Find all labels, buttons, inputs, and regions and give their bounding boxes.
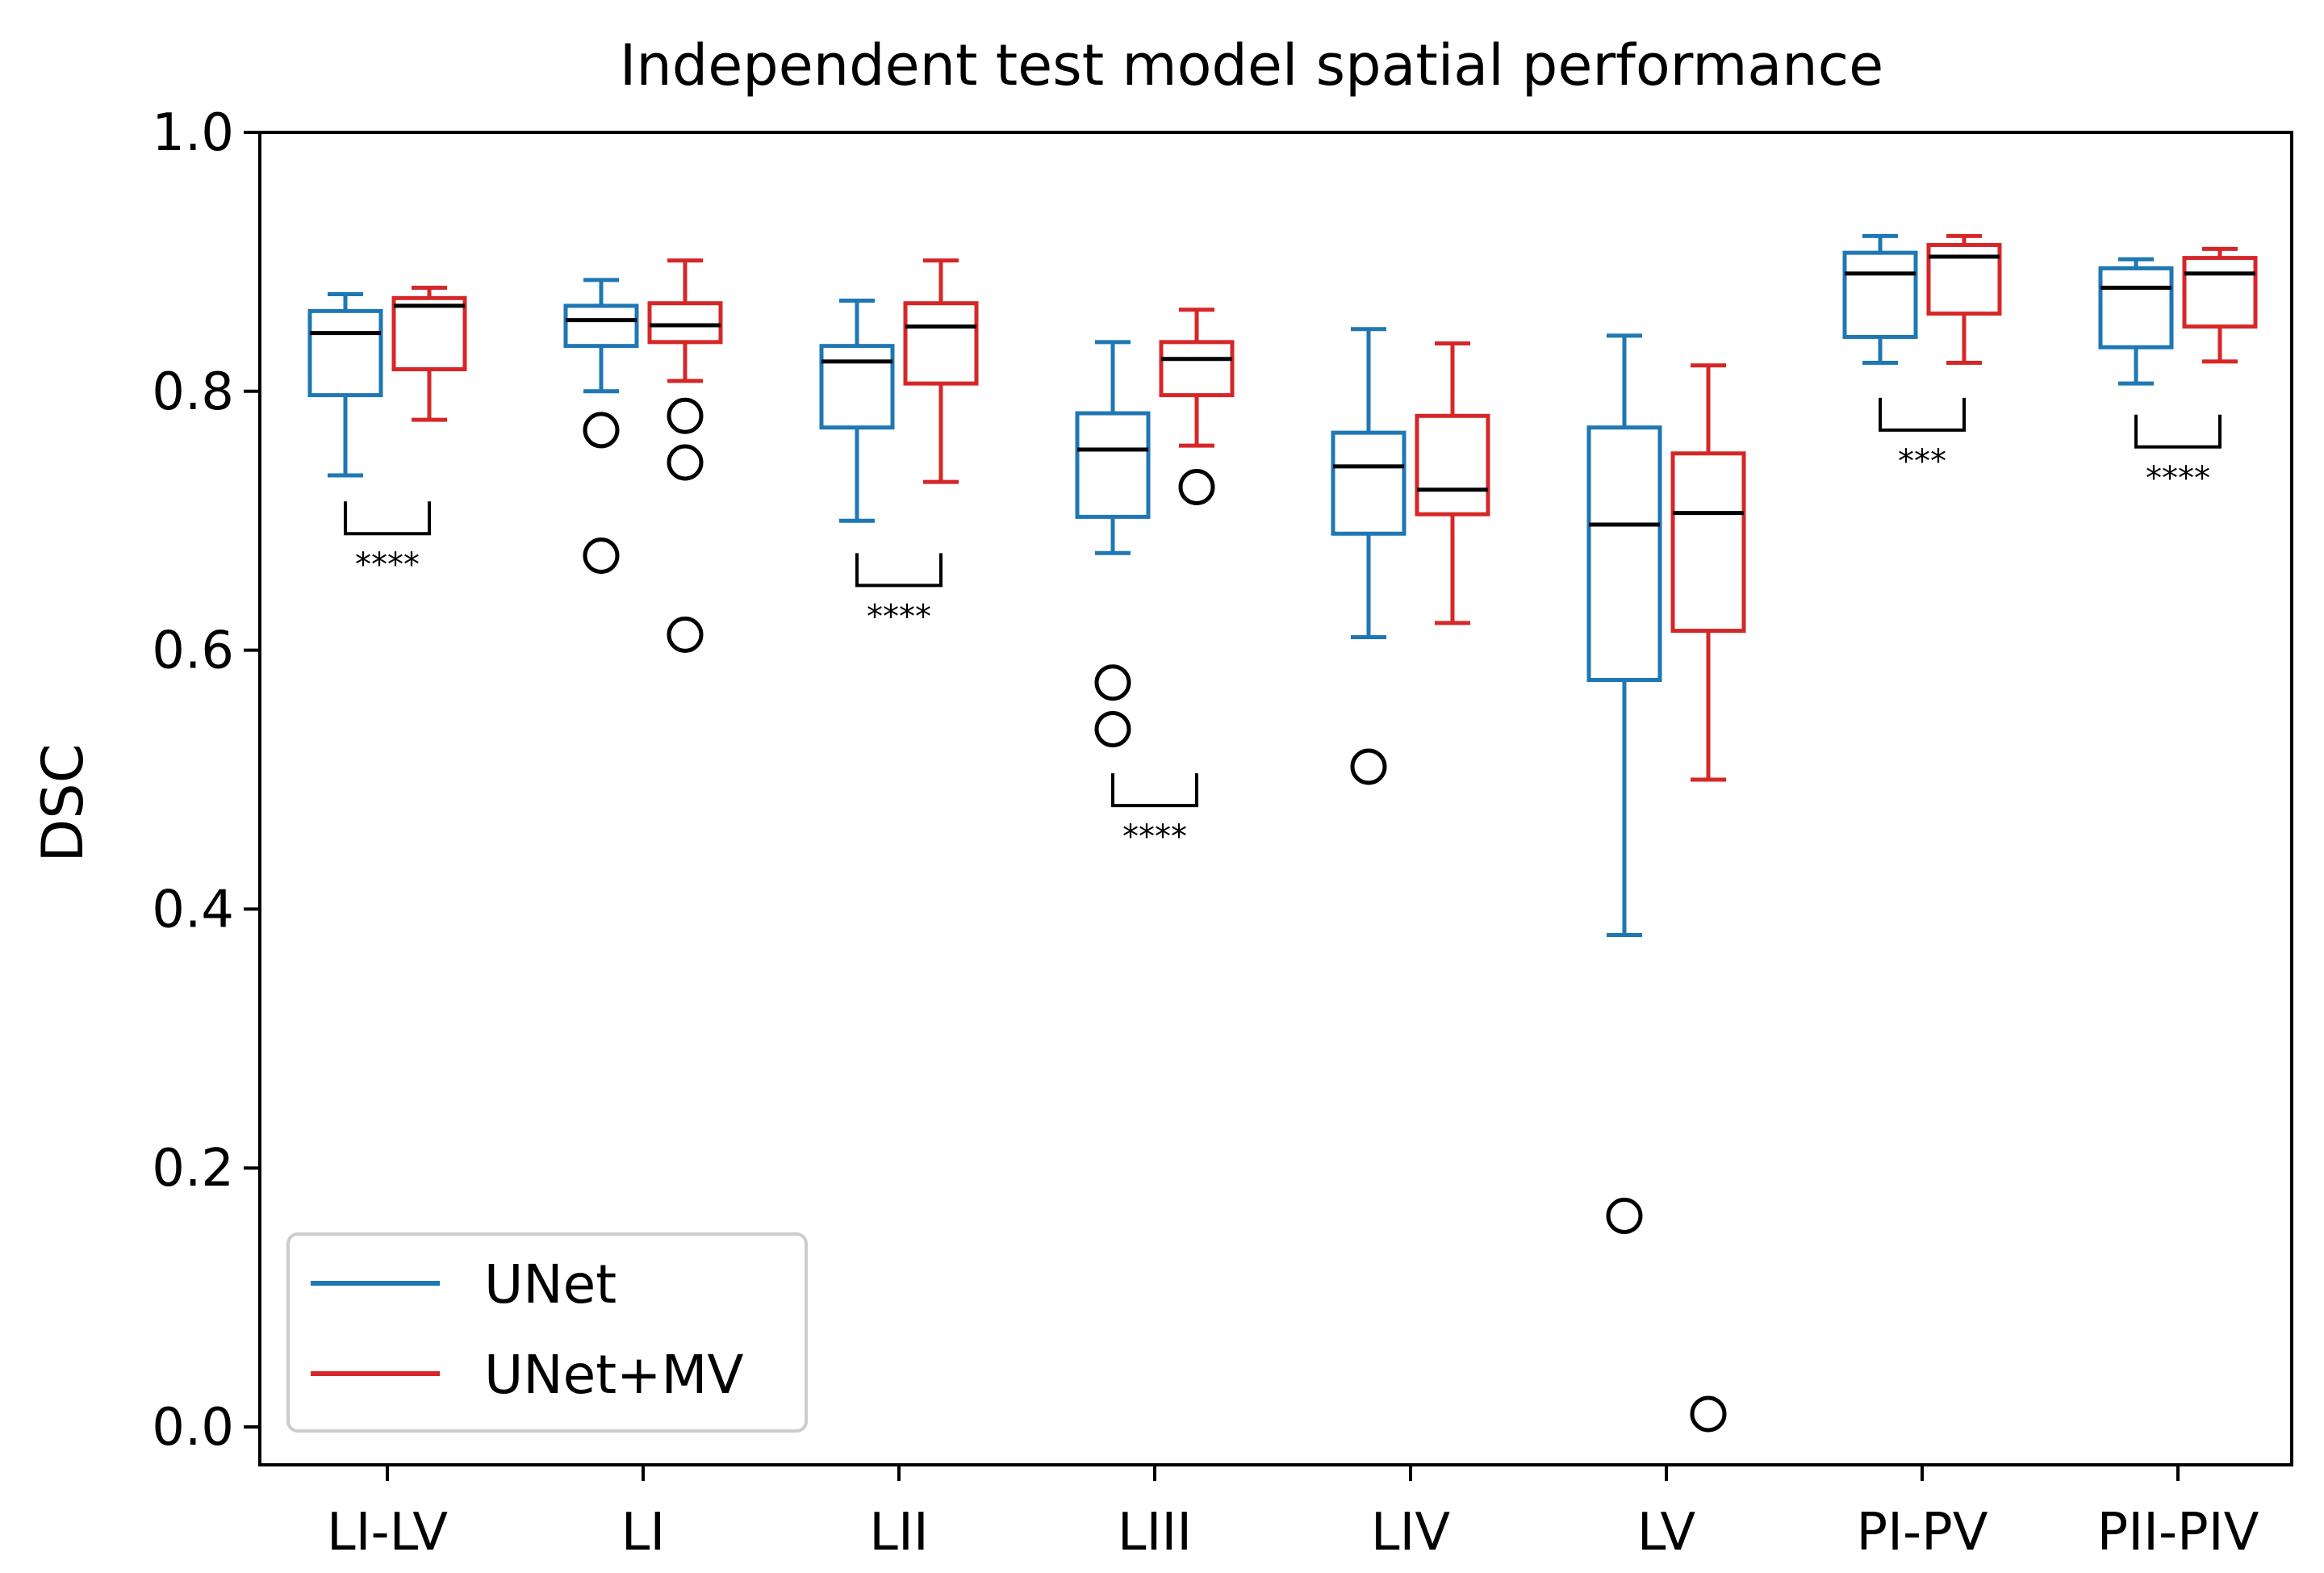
iqr-box xyxy=(391,295,467,372)
outlier-point xyxy=(1178,468,1215,505)
box-unet-mv-lii xyxy=(903,258,979,484)
iqr-box xyxy=(819,344,895,430)
outlier-point xyxy=(667,444,704,481)
y-axis-label: DSC xyxy=(30,743,96,862)
x-tick-label: LII xyxy=(869,1503,928,1563)
x-tick-label: LIII xyxy=(1118,1503,1192,1563)
x-tick-label: LI-LV xyxy=(327,1503,448,1563)
x-tick-label: PI-PV xyxy=(1857,1503,1988,1563)
outlier-point xyxy=(667,397,704,434)
y-tick-label: 0.6 xyxy=(152,621,234,681)
outlier-point xyxy=(667,616,704,653)
box-unet-mv-li-lv xyxy=(391,285,467,422)
chart-title: Independent test model spatial performan… xyxy=(620,32,1883,98)
outlier-point xyxy=(1606,1198,1643,1235)
legend-label: UNet xyxy=(484,1253,617,1316)
box-unet-mv-li xyxy=(647,258,723,653)
x-tick-label: LI xyxy=(621,1503,666,1563)
box-unet-liv xyxy=(1331,327,1407,785)
box-unet-mv-liv xyxy=(1415,341,1490,625)
y-tick-label: 0.4 xyxy=(152,880,234,939)
iqr-box xyxy=(1075,411,1151,519)
bracket-line xyxy=(1111,773,1198,808)
plot-area: 0.0 0.2 0.4 0.6 0.8 1.0 LI-LV LI LII LIII LIV LV PI-… xyxy=(152,103,2293,1563)
iqr-box xyxy=(1926,243,2002,316)
iqr-box xyxy=(2098,266,2174,349)
y-tick-label: 0.2 xyxy=(152,1139,234,1199)
iqr-box xyxy=(1331,430,1407,536)
significance-bracket-liii: **** xyxy=(1111,773,1198,856)
iqr-box xyxy=(1670,451,1746,634)
y-tick-label: 0.8 xyxy=(152,362,234,422)
significance-label: *** xyxy=(1898,443,1946,480)
outlier-point xyxy=(583,412,620,449)
iqr-box xyxy=(903,301,979,386)
box-unet-liii xyxy=(1075,340,1151,747)
significance-bracket-pi-pv: *** xyxy=(1879,397,1966,480)
y-tick-label: 0.0 xyxy=(152,1398,234,1458)
legend-label: UNet+MV xyxy=(484,1344,744,1406)
box-unet-mv-lv xyxy=(1670,363,1746,1433)
outlier-point xyxy=(1094,664,1131,701)
iqr-box xyxy=(1415,413,1490,517)
box-unet-li xyxy=(563,278,639,575)
x-tick-label: LV xyxy=(1637,1503,1696,1563)
iqr-box xyxy=(563,303,639,349)
significance-bracket-pii-piv: **** xyxy=(2134,414,2222,497)
bracket-line xyxy=(344,501,431,536)
bracket-line xyxy=(1879,397,1966,432)
significance-bracket-li-lv: **** xyxy=(344,501,431,584)
box-unet-mv-liii xyxy=(1159,307,1235,505)
significance-bracket-lii: **** xyxy=(855,553,943,635)
significance-label: **** xyxy=(2146,460,2210,497)
box-unet-lv xyxy=(1586,333,1662,1235)
significance-label: **** xyxy=(355,546,420,584)
box-unet-pi-pv xyxy=(1842,233,1918,366)
significance-label: **** xyxy=(867,598,931,635)
iqr-box xyxy=(1586,425,1662,682)
box-unet-lii xyxy=(819,299,895,523)
y-tick-label: 1.0 xyxy=(152,103,234,163)
box-unet-mv-pi-pv xyxy=(1926,233,2002,366)
iqr-box xyxy=(2182,256,2258,329)
outlier-point xyxy=(1690,1395,1727,1433)
legend: UNet UNet+MV xyxy=(286,1232,808,1433)
iqr-box xyxy=(307,308,383,398)
iqr-box xyxy=(647,301,723,345)
axes-frame xyxy=(258,131,2293,1466)
iqr-box xyxy=(1842,250,1918,339)
iqr-box xyxy=(1159,340,1235,398)
x-tick-label: LIV xyxy=(1371,1503,1451,1563)
box-unet-li-lv xyxy=(307,292,383,478)
bracket-line xyxy=(855,553,943,588)
outlier-point xyxy=(1350,748,1387,785)
box-unet-pii-piv xyxy=(2098,257,2174,386)
outlier-point xyxy=(583,538,620,575)
outlier-point xyxy=(1094,710,1131,747)
bracket-line xyxy=(2134,414,2222,449)
significance-label: **** xyxy=(1122,818,1187,856)
box-unet-mv-pii-piv xyxy=(2182,246,2258,364)
x-tick-label: PII-PIV xyxy=(2097,1503,2259,1563)
